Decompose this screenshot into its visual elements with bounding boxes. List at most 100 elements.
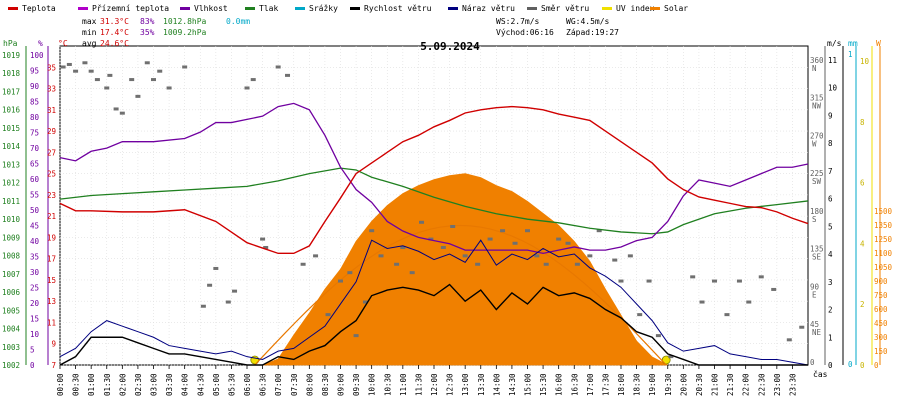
tick-direction-label: SW — [812, 177, 822, 186]
tick-c: 19 — [47, 233, 56, 242]
tick-hpa: 1015 — [2, 124, 20, 133]
direction-point — [612, 258, 618, 262]
tick-c: 33 — [47, 85, 56, 94]
tick-w: 1250 — [874, 235, 893, 244]
tick-time: 09:30 — [352, 373, 361, 396]
direction-point — [94, 78, 100, 82]
direction-point — [428, 237, 434, 241]
tick-ms: 9 — [828, 111, 833, 120]
tick-direction-label: S — [812, 215, 817, 224]
chart-title: 5.09.2024 — [420, 40, 480, 53]
tick-time: 10:30 — [383, 373, 392, 396]
wind-speed-line — [59, 283, 808, 366]
tick-w: 300 — [874, 333, 888, 342]
tick-pct: 35 — [30, 253, 39, 262]
legend-swatch — [527, 7, 537, 10]
tick-uv: 10 — [860, 57, 870, 66]
axis-unit-w: W — [876, 39, 881, 48]
tick-direction: 90 — [810, 282, 820, 291]
tick-pct: 30 — [30, 268, 40, 277]
legend-label: Směr větru — [541, 4, 589, 13]
tick-time: 07:00 — [274, 373, 283, 396]
tick-time: 22:30 — [757, 373, 766, 396]
tick-time: 01:30 — [103, 373, 112, 396]
tick-ms: 4 — [828, 250, 833, 259]
direction-point — [400, 245, 406, 249]
direction-point — [556, 237, 562, 241]
tick-hpa: 1006 — [2, 288, 21, 297]
direction-point — [646, 279, 652, 283]
tick-direction: 0 — [810, 358, 815, 367]
tick-time: 17:00 — [586, 373, 595, 396]
tick-direction: 315 — [810, 94, 824, 103]
tick-ms: 3 — [828, 278, 833, 287]
legend-swatch — [350, 7, 360, 10]
direction-point — [157, 69, 163, 73]
tick-pct: 60 — [30, 175, 40, 184]
tick-ms: 7 — [828, 167, 833, 176]
tick-c: 13 — [47, 297, 56, 306]
tick-time: 06:00 — [243, 373, 252, 396]
tick-pct: 85 — [30, 98, 39, 107]
direction-point — [724, 313, 730, 317]
tick-time: 03:00 — [150, 373, 159, 396]
tick-direction: 45 — [810, 320, 819, 329]
direction-point — [512, 241, 518, 245]
tick-pct: 50 — [30, 206, 40, 215]
tick-uv: 2 — [860, 300, 865, 309]
direction-point — [378, 254, 384, 258]
tick-time: 02:30 — [134, 373, 143, 396]
tick-ms: 1 — [828, 333, 833, 342]
tick-time: 08:30 — [321, 373, 330, 396]
tick-time: 05:30 — [227, 373, 236, 396]
wind-gust-line — [59, 239, 809, 366]
legend-swatch — [448, 7, 458, 10]
axis-unit-hpa: hPa — [3, 39, 18, 48]
tick-time: 19:30 — [664, 373, 673, 396]
tick-direction: 270 — [810, 131, 824, 140]
legend-swatch — [8, 7, 18, 10]
tick-w: 600 — [874, 305, 888, 314]
direction-point — [799, 325, 805, 329]
tick-c: 9 — [51, 340, 56, 349]
direction-point — [362, 300, 368, 304]
tick-time: 22:00 — [742, 373, 751, 396]
tick-time: 14:00 — [492, 373, 501, 396]
tick-w: 750 — [874, 291, 888, 300]
tick-time: 14:30 — [508, 373, 517, 396]
tick-time: 18:00 — [617, 373, 626, 396]
tick-direction-label: E — [812, 290, 817, 299]
tick-pct: 90 — [30, 82, 40, 91]
tick-hpa: 1018 — [2, 69, 21, 78]
tick-time: 03:30 — [165, 373, 174, 396]
tick-hpa: 1002 — [2, 361, 20, 370]
direction-point — [88, 69, 94, 73]
direction-point — [440, 245, 446, 249]
direction-point — [104, 86, 110, 90]
direction-point — [525, 229, 530, 233]
tick-w: 450 — [874, 319, 888, 328]
direction-point — [394, 262, 400, 266]
tick-w: 1500 — [874, 207, 893, 216]
tick-ms: 8 — [828, 139, 833, 148]
tick-hpa: 1016 — [2, 106, 21, 115]
solar-theoretical-line — [254, 224, 667, 366]
tick-time: 12:00 — [430, 373, 439, 396]
tick-pct: 95 — [30, 67, 39, 76]
stats-temp: 31.3°C — [100, 17, 129, 26]
direction-point — [250, 78, 256, 82]
tick-hpa: 1005 — [2, 306, 20, 315]
tick-direction-label: NW — [812, 102, 822, 111]
tick-pct: 15 — [30, 315, 39, 324]
tick-time: 20:00 — [679, 373, 688, 396]
tick-hpa: 1013 — [2, 160, 20, 169]
legend-swatch — [295, 7, 305, 10]
tick-time: 16:00 — [555, 373, 564, 396]
direction-point — [275, 65, 281, 69]
direction-point — [244, 86, 250, 90]
tick-time: 10:00 — [368, 373, 377, 396]
direction-point — [135, 94, 141, 98]
tick-time: 04:30 — [196, 373, 205, 396]
tick-c: 31 — [47, 106, 56, 115]
direction-point — [73, 69, 79, 73]
